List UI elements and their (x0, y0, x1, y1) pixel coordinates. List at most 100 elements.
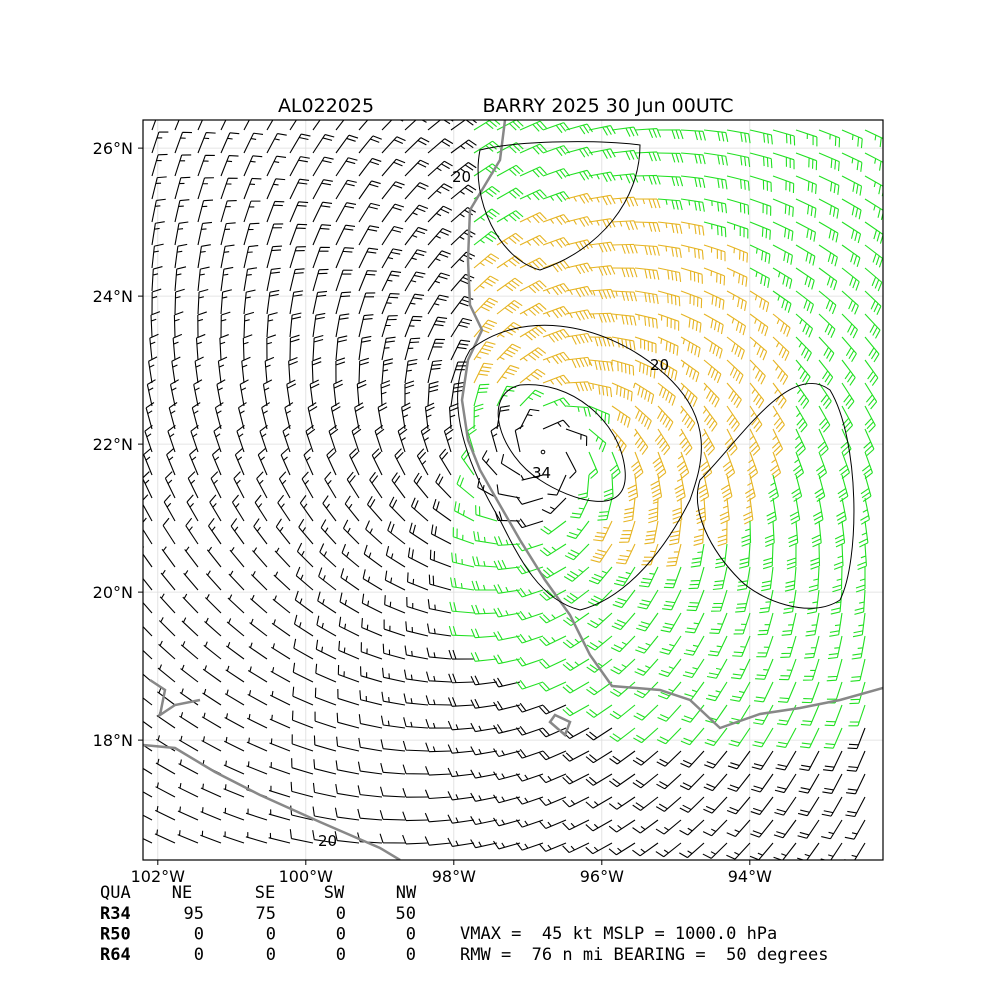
wind-barb (337, 664, 360, 683)
wind-barb (539, 704, 567, 715)
wind-barb (340, 568, 360, 591)
wind-barb (473, 231, 500, 246)
table-header: NW (396, 883, 417, 903)
wind-barb (749, 129, 773, 145)
wind-barb (358, 202, 381, 223)
wind-barb (515, 610, 544, 621)
wind-barb (818, 405, 831, 433)
wind-barb (657, 405, 674, 431)
wind-barb (261, 402, 271, 430)
wind-barb (151, 266, 163, 292)
wind-barb (547, 474, 567, 496)
wind-barb (381, 158, 406, 177)
wind-barb (493, 607, 521, 618)
wind-barb (844, 842, 866, 860)
wind-barb (427, 338, 445, 361)
wind-barb (357, 785, 383, 798)
wind-barb (168, 402, 178, 430)
wind-barb (818, 221, 839, 243)
wind-barb (470, 698, 498, 709)
wind-barb (360, 666, 383, 683)
wind-barb (773, 842, 797, 860)
wind-barb (146, 379, 156, 407)
wind-barb (426, 671, 452, 683)
wind-barb (216, 379, 226, 407)
wind-barb (542, 305, 571, 319)
table-cell: 0 (336, 945, 346, 965)
wind-barb (189, 448, 199, 476)
wind-barb (749, 359, 766, 385)
wind-barb (266, 334, 276, 361)
wind-barb (197, 244, 211, 269)
wind-barb (425, 718, 452, 729)
wind-barb (303, 448, 314, 476)
wind-barb (588, 566, 613, 585)
wind-barb (633, 382, 655, 405)
wind-barb (588, 312, 615, 323)
wind-barb (779, 658, 797, 681)
wind-barb (726, 129, 751, 144)
wind-barb (611, 313, 637, 326)
wind-barb (648, 497, 659, 524)
wind-barb (864, 405, 876, 433)
table-cell: 95 (184, 904, 204, 924)
wind-barb (680, 221, 705, 236)
wind-barb (197, 288, 209, 315)
wind-barb (614, 566, 636, 587)
wind-barb (588, 428, 607, 453)
wind-barb (654, 428, 671, 456)
wind-barb (220, 244, 235, 269)
wind-barb (772, 198, 794, 217)
wind-barb (197, 132, 216, 154)
wind-barb (289, 156, 310, 177)
wind-barb (632, 750, 659, 766)
wind-barb (864, 382, 878, 410)
wind-barb (841, 129, 863, 149)
wind-barb (566, 520, 590, 540)
wind-barb (772, 290, 792, 313)
wind-barb (341, 543, 360, 568)
wind-barb (539, 566, 567, 579)
wind-barb (472, 556, 498, 568)
wind-barb (727, 773, 751, 792)
wind-barb (473, 341, 496, 361)
wind-barb (404, 159, 430, 177)
wind-barb (315, 663, 337, 683)
wind-barb (150, 311, 161, 338)
wind-barb (470, 816, 498, 826)
wind-barb (358, 135, 382, 154)
wind-barb (685, 612, 705, 634)
contour-label: 20 (452, 168, 471, 186)
wind-barb (726, 267, 748, 287)
wind-barb (562, 842, 590, 854)
wind-barb (657, 681, 682, 700)
wind-barb (295, 566, 314, 591)
wind-barb (450, 577, 475, 591)
wind-barb (703, 244, 726, 262)
wind-barb (251, 571, 268, 591)
wind-barb (473, 383, 490, 407)
wind-barb (611, 428, 627, 455)
wind-barb (151, 176, 167, 200)
wind-barb (806, 589, 820, 615)
wind-barb (148, 356, 158, 384)
wind-barb (439, 448, 452, 476)
wind-barb (519, 389, 545, 407)
wind-barb (818, 382, 832, 410)
wind-barb (519, 257, 547, 271)
wind-barb (163, 494, 176, 522)
wind-barb (266, 223, 284, 246)
wind-barb (243, 267, 258, 292)
wind-barb (609, 727, 636, 742)
wind-barb (841, 267, 860, 291)
wind-barb (470, 652, 498, 662)
wind-barb (633, 704, 659, 721)
wind-barb (292, 686, 314, 706)
wind-barb (585, 704, 613, 718)
wind-barb (358, 714, 383, 729)
wind-barb (830, 589, 843, 615)
wind-barb (632, 842, 659, 857)
wind-barb (149, 333, 159, 361)
wind-barb (726, 152, 751, 167)
wind-barb (312, 782, 337, 798)
